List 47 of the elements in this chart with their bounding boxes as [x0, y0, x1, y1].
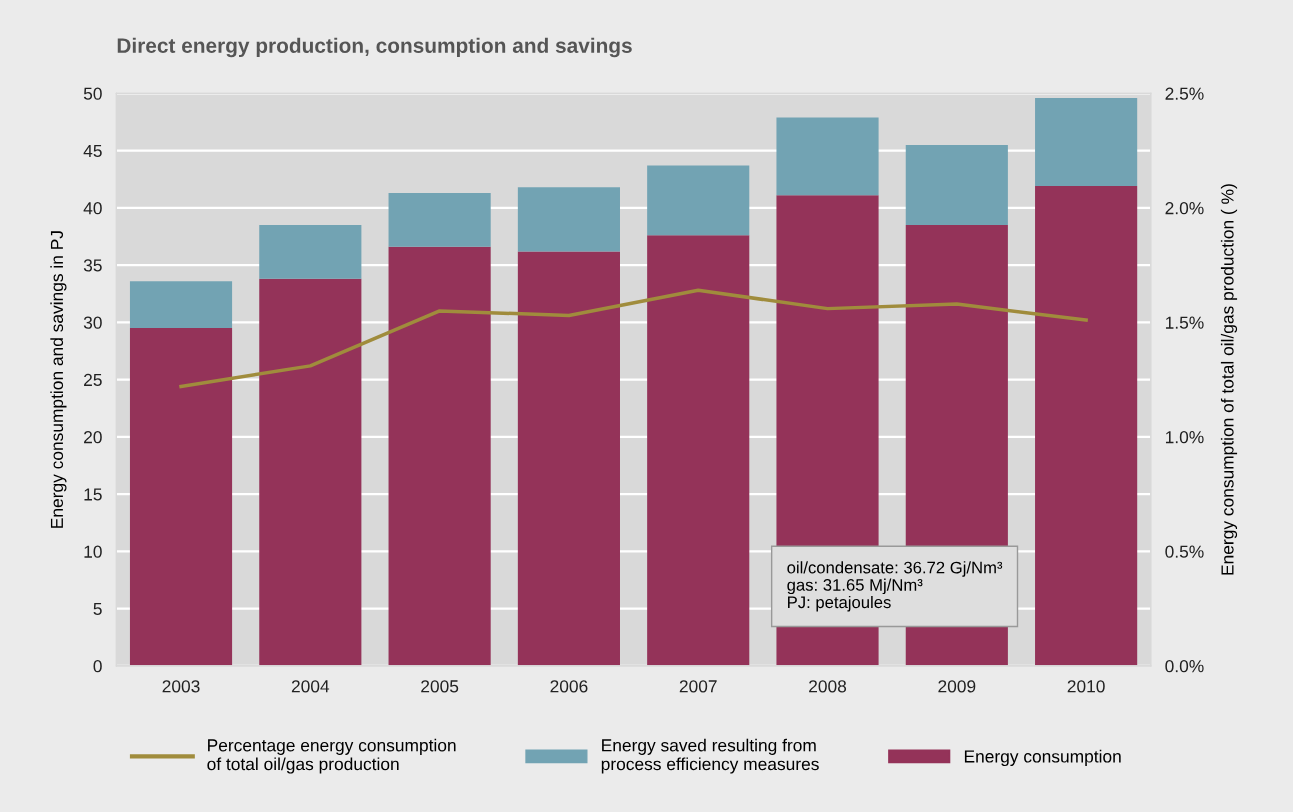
- y-tick-label: 25: [84, 373, 102, 387]
- bar: [517, 251, 620, 666]
- y2-axis-title: Energy consumption of total oil/gas production ( %): [1220, 184, 1238, 575]
- y-tick-label: 35: [83, 259, 102, 272]
- bar: [647, 235, 750, 666]
- bar: [129, 328, 233, 666]
- bar: [517, 187, 620, 252]
- x-tick-label: 2003: [162, 680, 200, 693]
- x-tick-label: 2005: [421, 680, 459, 693]
- y2-tick-label: 0.0%: [1165, 660, 1204, 673]
- bar: [1035, 97, 1138, 187]
- bar: [647, 165, 750, 236]
- y-tick-label: 20: [84, 431, 102, 444]
- bar: [259, 278, 362, 666]
- x-tick-label: 2004: [291, 680, 330, 693]
- y-tick-label: 5: [93, 602, 102, 616]
- annotation: oil/condensate: 36.72 Gj/Nm³ gas: 31.65 Mj/Nm³ PJ: petajoules: [787, 561, 1003, 612]
- x-tick-label: 2009: [938, 680, 976, 693]
- y-tick-label: 30: [83, 316, 102, 329]
- y-tick-label: 0: [93, 660, 102, 673]
- x-tick-label: 2010: [1067, 680, 1105, 693]
- bar: [905, 144, 1008, 226]
- x-tick-label: 2008: [809, 680, 847, 693]
- y2-tick-label: 1.5%: [1165, 316, 1204, 329]
- y-tick-label: 50: [83, 87, 102, 100]
- line-series: [179, 288, 1088, 389]
- legend-label: Energy consumption: [964, 749, 1121, 767]
- x-tick-label: 2007: [679, 680, 717, 693]
- y-tick-label: 10: [84, 545, 102, 558]
- x-tick-label: 2006: [550, 680, 588, 693]
- y2-tick-label: 2.0%: [1165, 202, 1204, 215]
- bar: [129, 281, 233, 329]
- y-tick-label: 15: [84, 488, 102, 501]
- y2-tick-label: 1.0%: [1165, 431, 1204, 444]
- y-tick-label: 40: [83, 202, 102, 215]
- y2-tick-label: 2.5%: [1165, 87, 1204, 100]
- bar: [1035, 186, 1138, 666]
- bar: [259, 225, 362, 279]
- y-axis-title: Energy consumption and savings in PJ: [50, 231, 67, 528]
- chart-title: Direct energy production, consumption and savings: [117, 37, 632, 58]
- y-tick-label: 45: [83, 144, 102, 158]
- bar: [388, 192, 491, 247]
- bar: [776, 117, 879, 196]
- bar: [388, 246, 491, 666]
- legend-label: Percentage energy consumption of total oil/gas production: [207, 738, 456, 774]
- legend-label: Energy saved resulting from process efficiency measures: [601, 738, 819, 774]
- y2-tick-label: 0.5%: [1165, 545, 1204, 558]
